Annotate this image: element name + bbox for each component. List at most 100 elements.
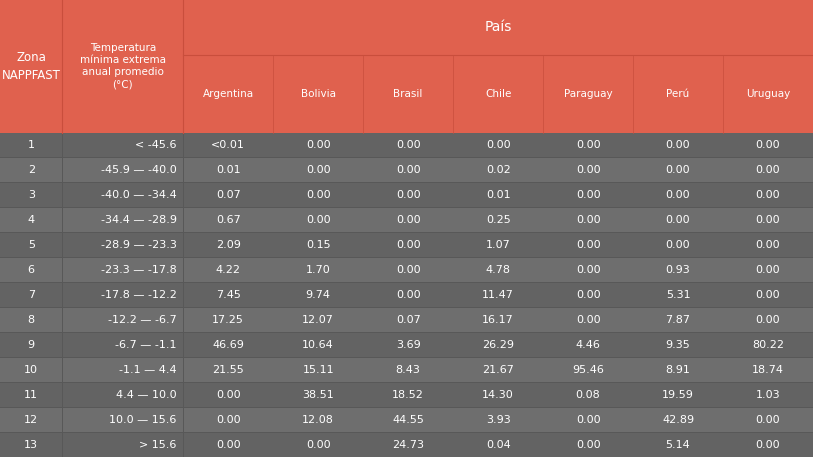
Bar bbox=[633, 133, 723, 158]
Bar bbox=[183, 382, 273, 407]
Text: 0.00: 0.00 bbox=[756, 315, 780, 325]
Text: 19.59: 19.59 bbox=[662, 390, 694, 399]
Text: 0.00: 0.00 bbox=[756, 240, 780, 250]
Text: 12.07: 12.07 bbox=[302, 315, 334, 325]
Text: 13: 13 bbox=[24, 440, 38, 450]
Text: 24.73: 24.73 bbox=[392, 440, 424, 450]
Bar bbox=[633, 182, 723, 207]
Text: 0.00: 0.00 bbox=[576, 190, 601, 200]
Text: -6.7 — -1.1: -6.7 — -1.1 bbox=[115, 340, 176, 350]
Bar bbox=[0, 158, 63, 182]
Bar bbox=[0, 407, 63, 432]
Text: 42.89: 42.89 bbox=[662, 414, 694, 425]
Text: 5.14: 5.14 bbox=[666, 440, 690, 450]
Bar bbox=[723, 357, 813, 382]
Bar bbox=[363, 307, 453, 332]
Text: 4.4 — 10.0: 4.4 — 10.0 bbox=[116, 390, 176, 399]
Text: Brasil: Brasil bbox=[393, 89, 423, 99]
Text: 15.11: 15.11 bbox=[302, 365, 334, 375]
Text: 8.43: 8.43 bbox=[396, 365, 420, 375]
Text: 0.00: 0.00 bbox=[306, 215, 331, 225]
Text: 0.00: 0.00 bbox=[216, 390, 241, 399]
Bar bbox=[453, 382, 543, 407]
Text: 0.07: 0.07 bbox=[396, 315, 420, 325]
Text: 1.07: 1.07 bbox=[485, 240, 511, 250]
Bar bbox=[183, 432, 273, 457]
Bar bbox=[63, 0, 183, 133]
Bar bbox=[633, 407, 723, 432]
Text: 9.74: 9.74 bbox=[306, 290, 331, 300]
Text: 0.07: 0.07 bbox=[216, 190, 241, 200]
Bar bbox=[63, 332, 183, 357]
Bar bbox=[543, 158, 633, 182]
Text: 1.70: 1.70 bbox=[306, 265, 331, 275]
Bar bbox=[543, 382, 633, 407]
Bar bbox=[183, 133, 273, 158]
Bar bbox=[0, 307, 63, 332]
Bar bbox=[633, 207, 723, 232]
Bar bbox=[0, 257, 63, 282]
Bar bbox=[633, 158, 723, 182]
Bar bbox=[273, 207, 363, 232]
Bar bbox=[183, 257, 273, 282]
Bar bbox=[273, 282, 363, 307]
Text: 7: 7 bbox=[28, 290, 35, 300]
Text: < -45.6: < -45.6 bbox=[135, 140, 176, 150]
Bar bbox=[63, 357, 183, 382]
Text: 0.00: 0.00 bbox=[396, 265, 420, 275]
Text: 0.00: 0.00 bbox=[756, 414, 780, 425]
Text: 0.00: 0.00 bbox=[756, 190, 780, 200]
Text: 0.00: 0.00 bbox=[306, 440, 331, 450]
Bar bbox=[543, 133, 633, 158]
Bar bbox=[543, 282, 633, 307]
Bar bbox=[0, 182, 63, 207]
Bar bbox=[633, 332, 723, 357]
Text: -23.3 — -17.8: -23.3 — -17.8 bbox=[101, 265, 176, 275]
Bar bbox=[543, 407, 633, 432]
Text: 0.00: 0.00 bbox=[756, 290, 780, 300]
Text: 0.00: 0.00 bbox=[756, 140, 780, 150]
Bar bbox=[273, 133, 363, 158]
Text: 1: 1 bbox=[28, 140, 35, 150]
Text: 0.00: 0.00 bbox=[756, 440, 780, 450]
Text: 0.00: 0.00 bbox=[756, 165, 780, 175]
Bar bbox=[633, 432, 723, 457]
Text: Perú: Perú bbox=[667, 89, 689, 99]
Text: 3.69: 3.69 bbox=[396, 340, 420, 350]
Text: 3.93: 3.93 bbox=[485, 414, 511, 425]
Bar bbox=[0, 0, 63, 133]
Bar bbox=[363, 207, 453, 232]
Text: 21.67: 21.67 bbox=[482, 365, 514, 375]
Bar bbox=[363, 282, 453, 307]
Bar bbox=[183, 55, 273, 133]
Bar bbox=[723, 133, 813, 158]
Bar bbox=[363, 158, 453, 182]
Bar bbox=[183, 0, 813, 55]
Bar bbox=[63, 158, 183, 182]
Text: 0.00: 0.00 bbox=[666, 240, 690, 250]
Bar bbox=[63, 232, 183, 257]
Bar bbox=[633, 307, 723, 332]
Bar bbox=[453, 232, 543, 257]
Text: 0.00: 0.00 bbox=[396, 140, 420, 150]
Text: 0.00: 0.00 bbox=[396, 290, 420, 300]
Text: 0.00: 0.00 bbox=[576, 240, 601, 250]
Text: 10.0 — 15.6: 10.0 — 15.6 bbox=[110, 414, 176, 425]
Bar bbox=[273, 158, 363, 182]
Bar bbox=[183, 357, 273, 382]
Bar bbox=[273, 382, 363, 407]
Bar bbox=[453, 432, 543, 457]
Bar bbox=[723, 182, 813, 207]
Bar bbox=[183, 307, 273, 332]
Bar bbox=[183, 158, 273, 182]
Text: 16.17: 16.17 bbox=[482, 315, 514, 325]
Bar bbox=[453, 158, 543, 182]
Text: 0.00: 0.00 bbox=[306, 140, 331, 150]
Text: 7.87: 7.87 bbox=[666, 315, 690, 325]
Bar bbox=[363, 182, 453, 207]
Bar bbox=[63, 282, 183, 307]
Text: 5: 5 bbox=[28, 240, 35, 250]
Text: 38.51: 38.51 bbox=[302, 390, 334, 399]
Text: 0.00: 0.00 bbox=[486, 140, 511, 150]
Bar bbox=[63, 307, 183, 332]
